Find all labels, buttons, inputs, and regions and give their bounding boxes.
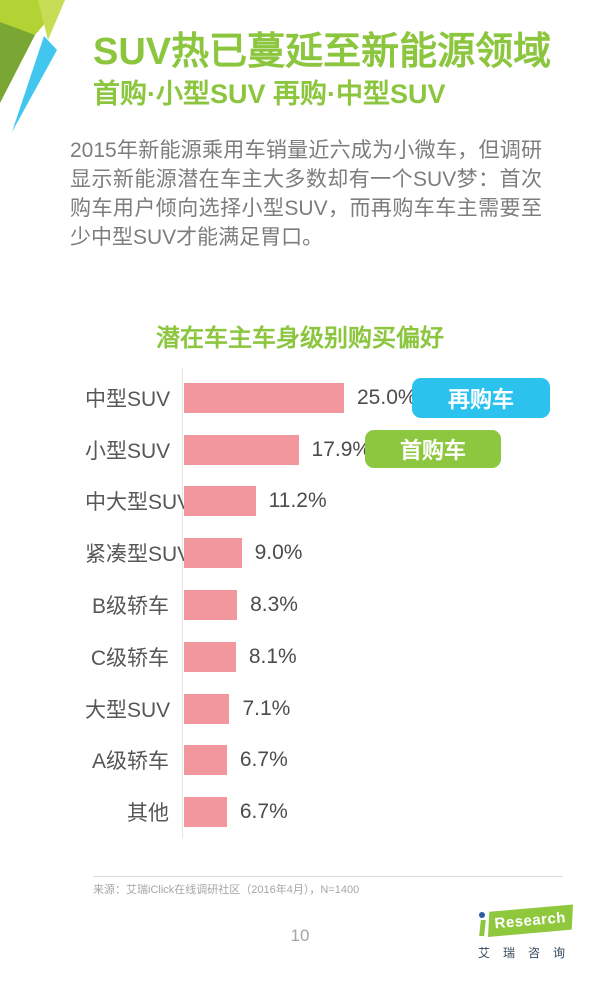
category-label: 小型SUV	[85, 439, 171, 463]
page-number: 10	[290, 926, 310, 945]
bar-chart: 中型SUV 25.0% 小型SUV 17.9% 中大型SUV 11.2% 紧凑型…	[85, 372, 585, 838]
bar	[184, 745, 227, 776]
value-label: 11.2%	[268, 489, 327, 513]
value-label: 9.0%	[254, 541, 303, 565]
iresearch-logo-mark: Research	[478, 904, 583, 938]
bar	[184, 641, 236, 672]
category-label: C级轿车	[90, 646, 169, 670]
category-label: 中大型SUV	[85, 491, 192, 515]
category-label: 紧凑型SUV	[85, 543, 192, 567]
value-label: 8.3%	[250, 593, 298, 617]
value-label: 25.0%	[357, 385, 417, 409]
chart-row: 大型SUV 7.1%	[85, 683, 585, 735]
bar	[184, 486, 256, 517]
intro-paragraph: 2015年新能源乘用车销量近六成为小微车，但调研显示新能源潜在车主大多数却有一个…	[70, 139, 542, 249]
chart-title: 潜在车主车身级别购买偏好	[156, 325, 444, 352]
logo-i-dot-icon	[479, 912, 485, 918]
logo-banner-icon: Research	[488, 904, 574, 937]
corner-decoration-icon	[0, 0, 65, 132]
bar	[184, 590, 238, 621]
source-note: 来源：艾瑞iClick在线调研社区（2016年4月），N=1400	[93, 884, 360, 896]
category-label: 中型SUV	[85, 387, 171, 411]
bar	[184, 382, 344, 413]
chart-row: A级轿车 6.7%	[85, 735, 585, 787]
legend-badge-repurchase: 再购车	[412, 378, 550, 418]
bar	[184, 693, 230, 724]
bar	[184, 434, 299, 465]
chart-row: B级轿车 8.3%	[85, 579, 585, 631]
chart-row: 其他 6.7%	[85, 786, 585, 838]
value-label: 6.7%	[239, 748, 288, 772]
value-label: 17.9%	[311, 437, 372, 461]
chart-row: 紧凑型SUV 9.0%	[85, 527, 585, 579]
chart-row: C级轿车 8.1%	[85, 631, 585, 683]
logo-i-stem-icon	[479, 920, 486, 936]
chart-row: 中型SUV 25.0%	[85, 372, 585, 424]
category-label: A级轿车	[91, 750, 169, 774]
chart-row: 中大型SUV 11.2%	[85, 476, 585, 528]
source-divider	[93, 876, 563, 877]
bar	[184, 797, 227, 828]
page-title: SUV热已蔓延至新能源领域	[93, 31, 552, 73]
category-label: 其他	[127, 802, 169, 826]
iresearch-logo: Research 艾瑞咨询	[478, 904, 583, 961]
chart-row: 小型SUV 17.9%	[85, 424, 585, 476]
logo-chinese-name: 艾瑞咨询	[478, 946, 579, 960]
category-label: 大型SUV	[85, 698, 171, 722]
legend-badge-first-purchase: 首购车	[365, 430, 501, 468]
chart-axis-line	[182, 368, 183, 838]
category-label: B级轿车	[91, 595, 169, 619]
value-label: 6.7%	[239, 800, 288, 824]
logo-i-glyph-icon	[478, 909, 487, 938]
value-label: 8.1%	[248, 644, 297, 668]
logo-brand-text: Research	[494, 909, 567, 933]
page-subtitle: 首购·小型SUV 再购·中型SUV	[93, 79, 446, 109]
value-label: 7.1%	[242, 696, 291, 720]
bar	[184, 538, 242, 569]
